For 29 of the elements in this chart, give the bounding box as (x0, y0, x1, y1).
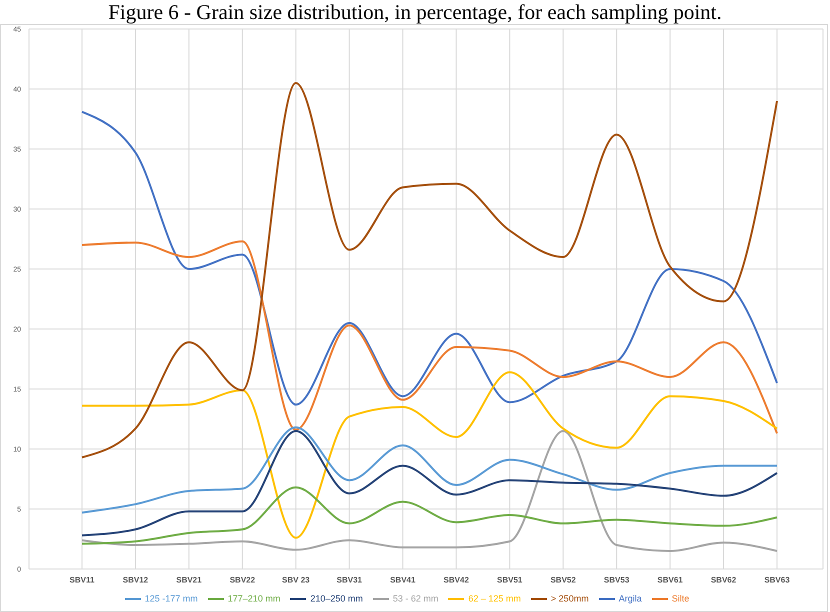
x-tick-label: SBV12 (122, 576, 149, 585)
x-tick-label: SBV61 (657, 576, 684, 585)
legend-label: 125 -177 mm (144, 593, 198, 604)
x-tick-label: SBV41 (390, 576, 416, 585)
legend-label: 177–210 mm (228, 593, 280, 604)
x-tick-label: SBV 23 (282, 576, 310, 585)
legend-label: 62 – 125 mm (468, 593, 521, 604)
line-series (81, 240, 778, 434)
line-series (81, 371, 778, 539)
line-series (81, 82, 778, 458)
line-series (81, 110, 778, 406)
legend-label: 210–250 mm (310, 593, 363, 604)
x-tick-label: SBV42 (444, 576, 470, 585)
legend-label: 53 - 62 mm (392, 593, 438, 604)
legend-label: Argila (618, 593, 642, 604)
x-tick-label: SBV11 (70, 576, 96, 585)
legend-label: Silte (672, 593, 690, 604)
x-tick-label: SBV21 (176, 576, 202, 585)
x-tick-label: SBV63 (764, 576, 790, 585)
legend-label: > 250mm (550, 593, 589, 604)
x-tick-label: SBV31 (336, 576, 363, 585)
line-series (81, 486, 778, 545)
x-tick-label: SBV52 (550, 576, 576, 585)
x-tick-label: SBV51 (497, 576, 523, 585)
chart-title: Figure 6 - Grain size distribution, in percentage, for each sampling point. (107, 0, 723, 24)
x-tick-label: SBV53 (604, 576, 630, 585)
line-series (81, 426, 778, 514)
x-tick-label: SBV62 (710, 576, 737, 585)
x-tick-label: SBV22 (230, 576, 256, 585)
